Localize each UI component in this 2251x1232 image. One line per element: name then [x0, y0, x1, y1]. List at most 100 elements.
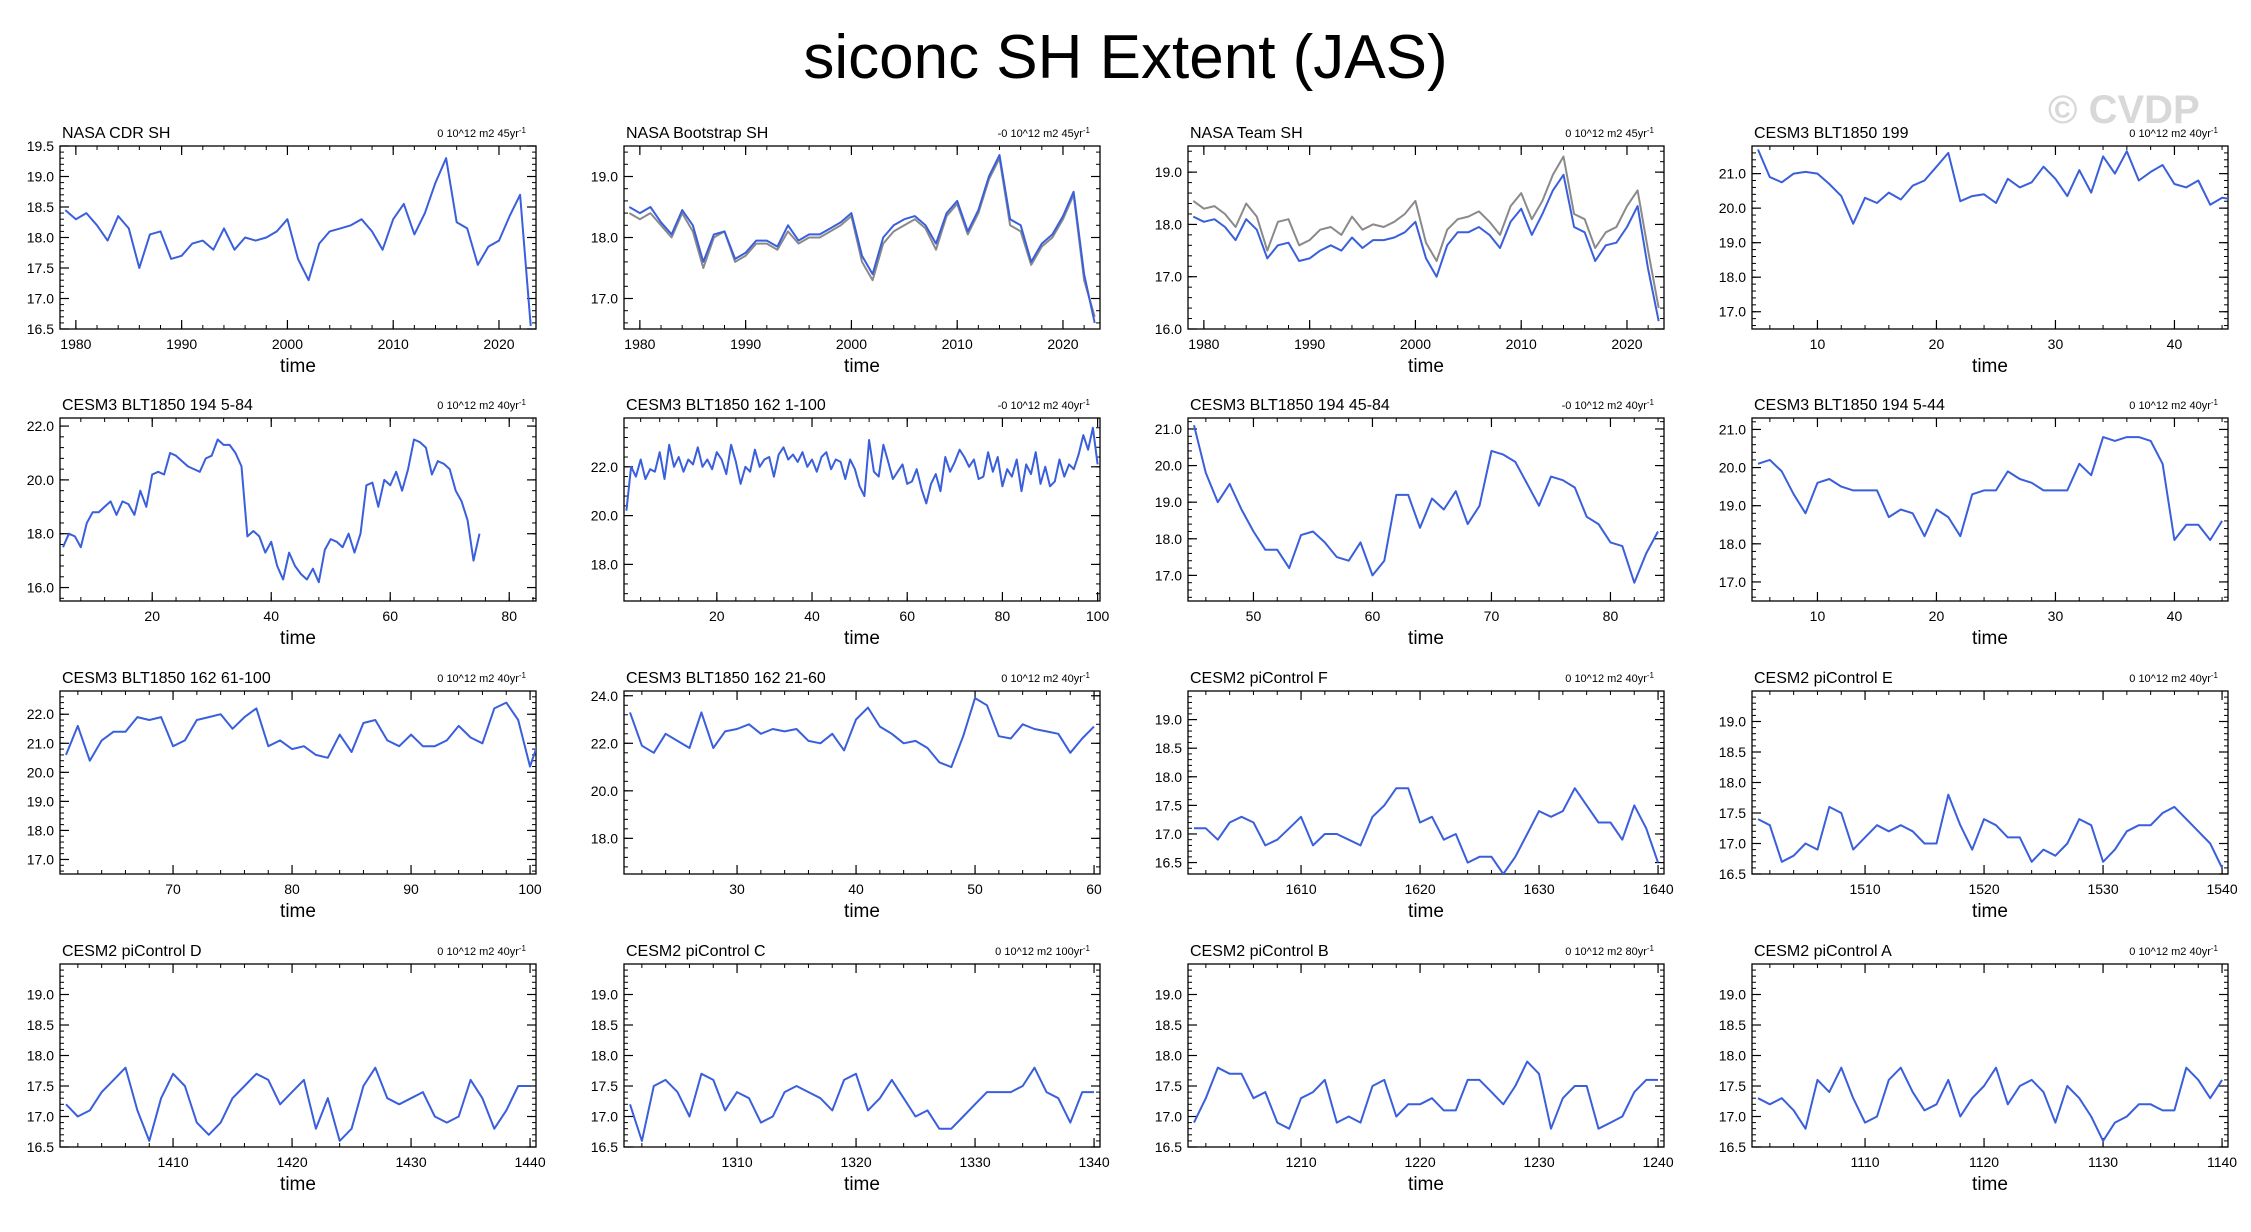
watermark: © CVDP — [2048, 88, 2200, 132]
x-axis-title: time — [1972, 901, 2008, 922]
y-tick-label: 18.0 — [591, 230, 618, 246]
x-tick-label: 20 — [1929, 336, 1945, 352]
x-tick-label: 40 — [848, 881, 864, 897]
y-tick-label: 19.0 — [1719, 987, 1746, 1003]
y-tick-label: 19.0 — [1155, 987, 1182, 1003]
x-tick-label: 1610 — [1285, 881, 1316, 897]
y-tick-label: 24.0 — [591, 688, 618, 704]
chart-panel: CESM2 piControl B 0 10^12 m2 80yr-1 1210 12… — [1155, 943, 1674, 1195]
y-tick-label: 17.0 — [591, 291, 618, 307]
y-tick-label: 18.0 — [27, 526, 54, 542]
plot-frame — [1751, 417, 2229, 602]
y-tick-label: 18.0 — [27, 230, 54, 246]
x-tick-label: 2010 — [942, 336, 973, 352]
y-tick-label: 22.0 — [27, 418, 54, 434]
y-tick-label: 16.5 — [1719, 1139, 1746, 1155]
x-tick-label: 1980 — [60, 336, 91, 352]
y-tick-label: 18.5 — [27, 199, 54, 215]
y-tick-label: 17.0 — [1719, 836, 1746, 852]
x-tick-label: 60 — [1086, 881, 1102, 897]
y-tick-label: 20.0 — [1719, 200, 1746, 216]
panel-title: CESM3 BLT1850 194 45-84 — [1190, 397, 1390, 414]
x-tick-label: 30 — [2048, 336, 2064, 352]
x-tick-label: 1510 — [1849, 881, 1880, 897]
series-line — [64, 157, 532, 326]
y-tick-label: 16.0 — [27, 580, 54, 596]
series-line — [1757, 793, 2223, 869]
x-axis-title: time — [1972, 1174, 2008, 1195]
y-tick-label: 16.5 — [1719, 866, 1746, 882]
y-tick-label: 19.5 — [27, 138, 54, 154]
x-tick-label: 2010 — [1506, 336, 1537, 352]
y-tick-label: 19.0 — [27, 987, 54, 1003]
chart-panel: CESM3 BLT1850 194 5-84 0 10^12 m2 40yr-1 2… — [27, 397, 537, 649]
panel-note: 0 10^12 m2 40yr-1 — [2129, 944, 2218, 958]
plot-frame — [1187, 417, 1665, 602]
x-tick-label: 80 — [284, 881, 300, 897]
series-line — [628, 157, 1096, 318]
y-tick-label: 18.0 — [1155, 769, 1182, 785]
x-tick-label: 1310 — [721, 1154, 752, 1170]
y-tick-label: 18.0 — [1719, 775, 1746, 791]
plot-frame — [59, 690, 537, 875]
x-tick-label: 1320 — [840, 1154, 871, 1170]
y-tick-label: 18.0 — [591, 830, 618, 846]
y-tick-label: 16.5 — [1155, 1139, 1182, 1155]
y-tick-label: 19.0 — [1155, 494, 1182, 510]
chart-panel: NASA Team SH 0 10^12 m2 45yr-1 1980 1990 200… — [1155, 125, 1665, 377]
chart-panel: CESM2 piControl F 0 10^12 m2 40yr-1 1610 16… — [1155, 670, 1674, 922]
x-tick-label: 40 — [263, 608, 279, 624]
series-line — [65, 1066, 530, 1142]
x-axis-title: time — [1408, 628, 1444, 649]
plot-frame — [1751, 145, 2229, 330]
y-tick-label: 18.0 — [591, 1048, 618, 1064]
panel-title: CESM3 BLT1850 194 5-84 — [62, 397, 253, 414]
x-tick-label: 70 — [165, 881, 181, 897]
x-tick-label: 40 — [2167, 336, 2183, 352]
chart-panel: CESM2 piControl C 0 10^12 m2 100yr-1 1310 1… — [591, 943, 1110, 1195]
y-tick-label: 17.0 — [1719, 574, 1746, 590]
x-tick-label: 1440 — [514, 1154, 545, 1170]
x-tick-label: 80 — [1603, 608, 1619, 624]
y-tick-label: 17.0 — [1155, 826, 1182, 842]
x-tick-label: 30 — [2048, 608, 2064, 624]
x-tick-label: 60 — [1365, 608, 1381, 624]
chart-panel: CESM3 BLT1850 162 1-100 -0 10^12 m2 40yr-… — [591, 397, 1110, 649]
x-tick-label: 1110 — [1851, 1154, 1880, 1170]
x-axis-title: time — [844, 356, 880, 377]
y-tick-label: 18.5 — [1155, 740, 1182, 756]
x-tick-label: 20 — [1929, 608, 1945, 624]
y-tick-label: 22.0 — [27, 706, 54, 722]
x-tick-label: 20 — [144, 608, 160, 624]
x-tick-label: 60 — [382, 608, 398, 624]
y-tick-label: 18.0 — [1719, 536, 1746, 552]
panel-note: -0 10^12 m2 40yr-1 — [1562, 398, 1655, 412]
panel-title: CESM3 BLT1850 162 61-100 — [62, 670, 271, 687]
x-tick-label: 40 — [804, 608, 820, 624]
x-axis-title: time — [844, 1174, 880, 1195]
panel-title: NASA Team SH — [1190, 125, 1303, 142]
panel-note: 0 10^12 m2 45yr-1 — [1565, 126, 1654, 140]
plot-frame — [623, 963, 1101, 1148]
x-axis-title: time — [844, 901, 880, 922]
series-line — [1757, 149, 2228, 225]
x-tick-label: 1630 — [1523, 881, 1554, 897]
x-tick-label: 1520 — [1968, 881, 1999, 897]
x-tick-label: 1340 — [1078, 1154, 1109, 1170]
x-axis-title: time — [280, 901, 316, 922]
y-tick-label: 17.5 — [27, 260, 54, 276]
y-tick-label: 18.5 — [1719, 744, 1746, 760]
y-tick-label: 16.5 — [27, 1139, 54, 1155]
plot-frame — [623, 417, 1101, 602]
x-tick-label: 1990 — [166, 336, 197, 352]
x-tick-label: 1980 — [1188, 336, 1219, 352]
y-tick-label: 19.0 — [591, 987, 618, 1003]
x-axis-title: time — [1408, 901, 1444, 922]
series-line — [629, 1066, 1094, 1142]
x-tick-label: 1220 — [1404, 1154, 1435, 1170]
x-axis-title: time — [844, 628, 880, 649]
x-tick-label: 40 — [2167, 608, 2183, 624]
y-tick-label: 21.0 — [27, 735, 54, 751]
panel-note: 0 10^12 m2 80yr-1 — [1565, 944, 1654, 958]
